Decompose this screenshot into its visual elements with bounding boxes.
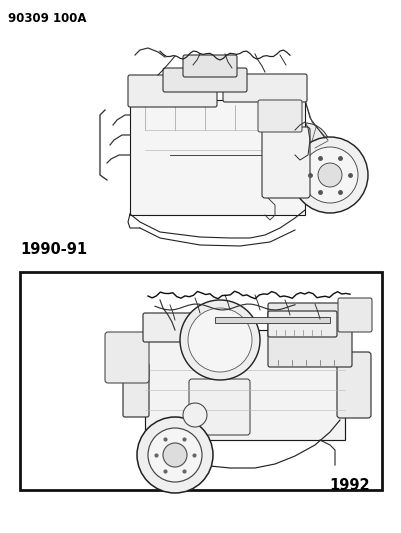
Text: 90309 100A: 90309 100A xyxy=(8,12,86,25)
Text: 1990-91: 1990-91 xyxy=(20,242,87,257)
FancyBboxPatch shape xyxy=(105,332,149,383)
Bar xyxy=(130,100,304,215)
FancyBboxPatch shape xyxy=(162,68,246,92)
FancyBboxPatch shape xyxy=(261,127,309,198)
FancyBboxPatch shape xyxy=(123,363,149,417)
Circle shape xyxy=(162,443,186,467)
Bar xyxy=(20,272,381,490)
Circle shape xyxy=(291,137,367,213)
FancyBboxPatch shape xyxy=(267,311,336,337)
Bar xyxy=(145,330,344,440)
Text: 1992: 1992 xyxy=(328,478,369,493)
Circle shape xyxy=(188,308,251,372)
FancyBboxPatch shape xyxy=(267,303,351,367)
FancyBboxPatch shape xyxy=(182,55,237,77)
Circle shape xyxy=(148,428,201,482)
FancyBboxPatch shape xyxy=(223,74,306,102)
Circle shape xyxy=(301,147,357,203)
FancyBboxPatch shape xyxy=(337,298,371,332)
Circle shape xyxy=(317,163,341,187)
FancyBboxPatch shape xyxy=(128,75,217,107)
Circle shape xyxy=(180,300,259,380)
FancyBboxPatch shape xyxy=(257,100,301,132)
Circle shape xyxy=(137,417,213,493)
Circle shape xyxy=(279,123,329,173)
FancyBboxPatch shape xyxy=(188,379,249,435)
FancyBboxPatch shape xyxy=(336,352,370,418)
Circle shape xyxy=(182,403,207,427)
FancyBboxPatch shape xyxy=(143,313,201,342)
Bar xyxy=(215,317,329,323)
